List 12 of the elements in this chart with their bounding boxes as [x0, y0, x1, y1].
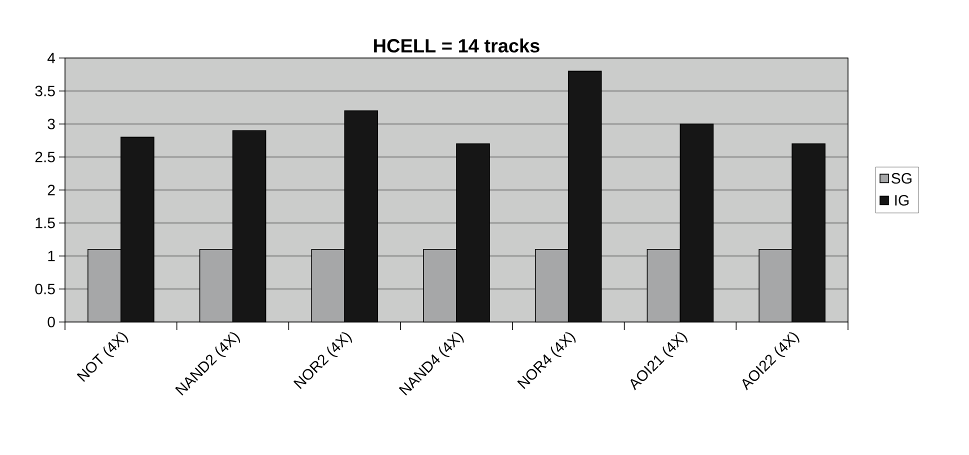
y-tick-label: 2.5 — [35, 152, 55, 162]
y-tick-label: 1.5 — [36, 218, 55, 228]
y-tick-label: 0.5 — [35, 284, 55, 294]
y-tick-label: 1 — [48, 250, 55, 262]
legend-label: IG — [895, 195, 909, 206]
y-tick-label: 2 — [48, 184, 55, 196]
y-tick-label: 0 — [48, 316, 55, 328]
y-tick-label: 3.5 — [35, 86, 55, 96]
y-tick-label: 3 — [48, 118, 55, 130]
y-tick-label: 4 — [47, 52, 56, 64]
chart-title: HCELL = 14 tracks — [374, 38, 540, 53]
legend-label: SG — [892, 173, 912, 184]
